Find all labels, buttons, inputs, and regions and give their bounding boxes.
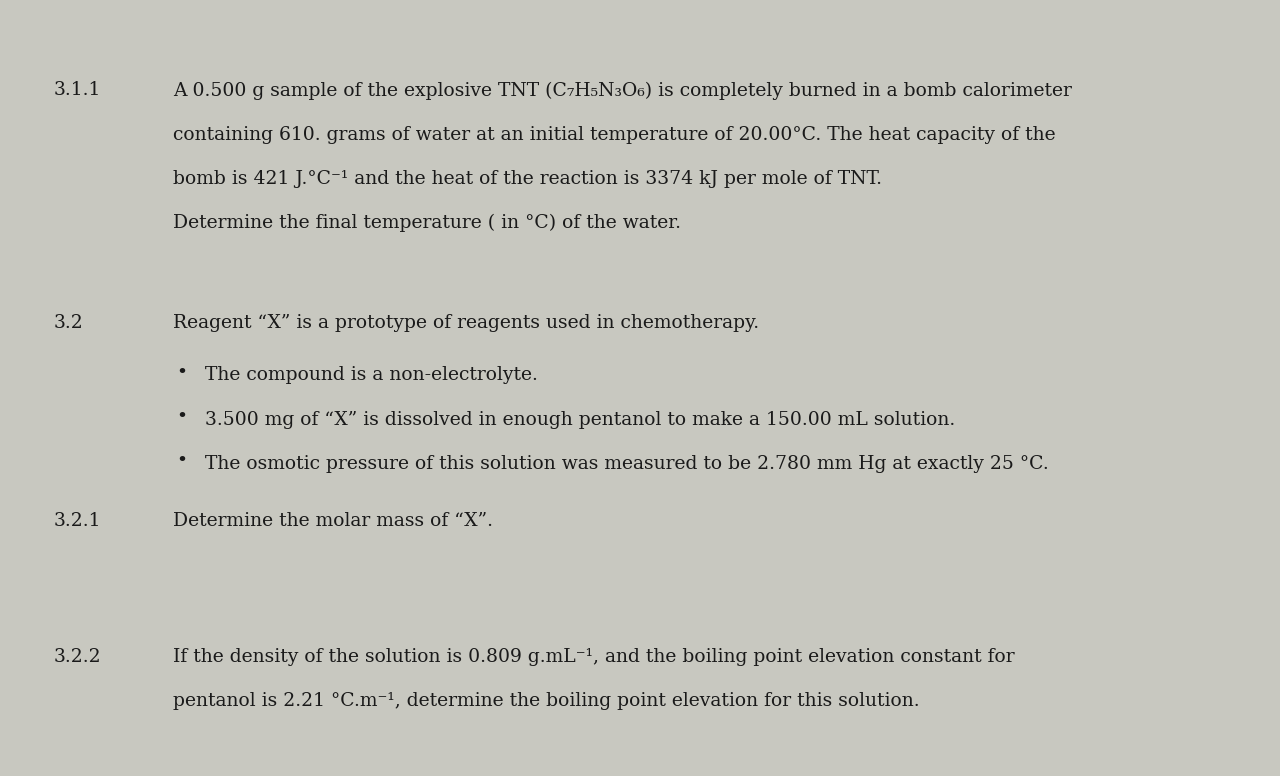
Text: Reagent “X” is a prototype of reagents used in chemotherapy.: Reagent “X” is a prototype of reagents u… — [173, 314, 759, 332]
Text: bomb is 421 J.°C⁻¹ and the heat of the reaction is 3374 kJ per mole of TNT.: bomb is 421 J.°C⁻¹ and the heat of the r… — [173, 170, 882, 188]
Text: 3.2.2: 3.2.2 — [54, 648, 101, 666]
Text: containing 610. grams of water at an initial temperature of 20.00°C. The heat ca: containing 610. grams of water at an ini… — [173, 126, 1056, 144]
Text: If the density of the solution is 0.809 g.mL⁻¹, and the boiling point elevation : If the density of the solution is 0.809 … — [173, 648, 1015, 666]
Text: 3.1.1: 3.1.1 — [54, 81, 101, 99]
Text: pentanol is 2.21 °C.m⁻¹, determine the boiling point elevation for this solution: pentanol is 2.21 °C.m⁻¹, determine the b… — [173, 692, 919, 710]
Text: 3.2.1: 3.2.1 — [54, 512, 101, 530]
Text: 3.2: 3.2 — [54, 314, 83, 332]
Text: The osmotic pressure of this solution was measured to be 2.780 mm Hg at exactly : The osmotic pressure of this solution wa… — [205, 455, 1048, 473]
Text: The compound is a non-electrolyte.: The compound is a non-electrolyte. — [205, 366, 538, 384]
Text: Determine the final temperature ( in °C) of the water.: Determine the final temperature ( in °C)… — [173, 214, 681, 233]
Text: •: • — [177, 452, 188, 470]
Text: Determine the molar mass of “X”.: Determine the molar mass of “X”. — [173, 512, 493, 530]
Text: •: • — [177, 364, 188, 382]
Text: 3.500 mg of “X” is dissolved in enough pentanol to make a 150.00 mL solution.: 3.500 mg of “X” is dissolved in enough p… — [205, 411, 955, 428]
Text: A 0.500 g sample of the explosive TNT (C₇H₅N₃O₆) is completely burned in a bomb : A 0.500 g sample of the explosive TNT (C… — [173, 81, 1071, 100]
Text: •: • — [177, 408, 188, 426]
